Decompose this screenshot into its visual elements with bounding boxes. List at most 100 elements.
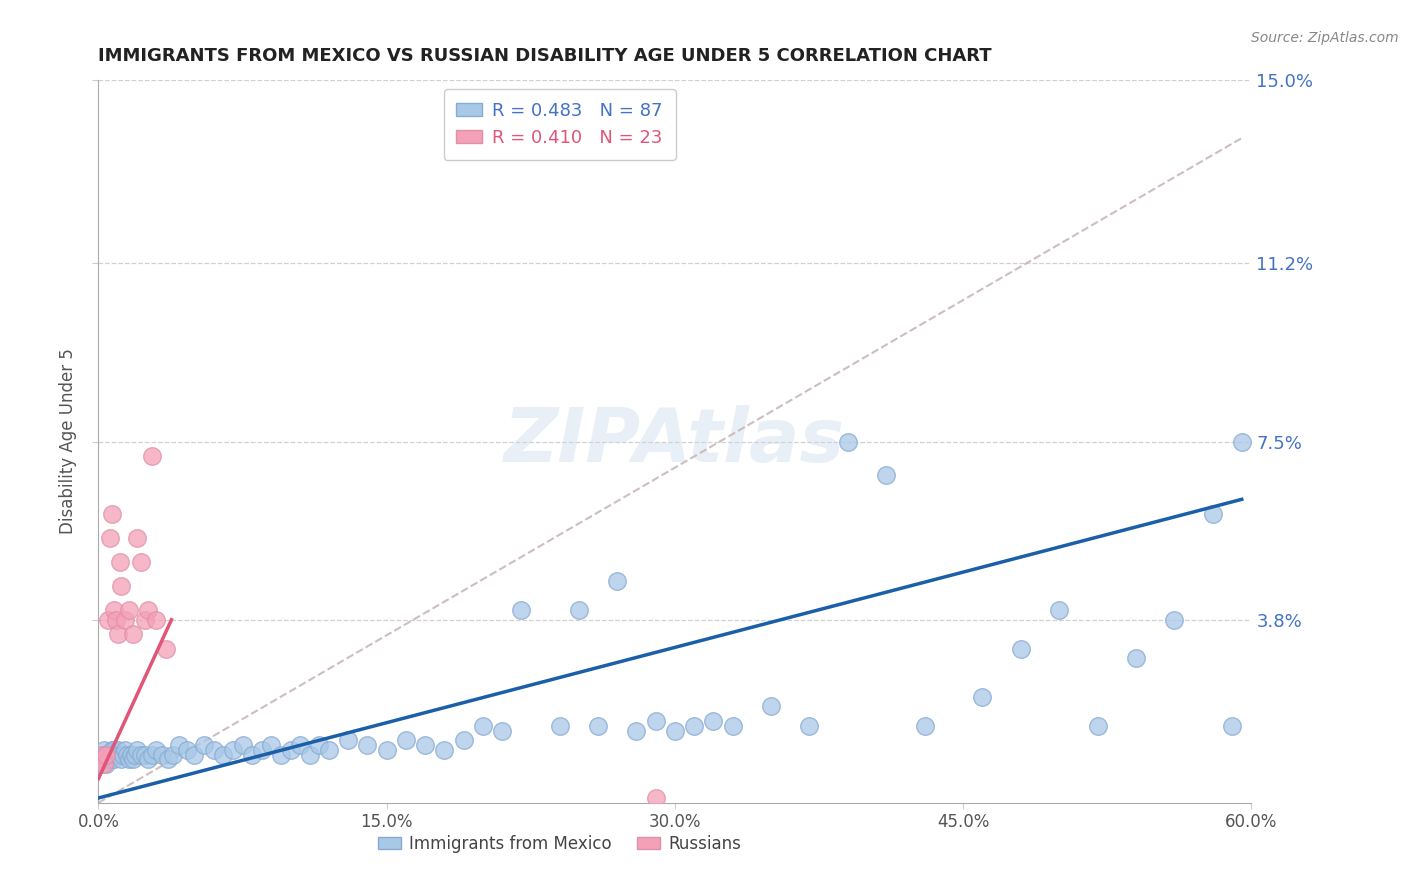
Point bbox=[1202, 507, 1225, 521]
Point bbox=[433, 743, 456, 757]
Point bbox=[193, 738, 215, 752]
Point bbox=[837, 434, 859, 449]
Point bbox=[260, 738, 283, 752]
Point bbox=[141, 747, 163, 762]
Point bbox=[231, 738, 254, 752]
Point bbox=[413, 738, 436, 752]
Point bbox=[114, 743, 136, 757]
Point bbox=[510, 603, 533, 617]
Point bbox=[914, 719, 936, 733]
Point bbox=[1010, 641, 1032, 656]
Point bbox=[721, 719, 744, 733]
Point bbox=[162, 747, 184, 762]
Point bbox=[548, 719, 571, 733]
Point bbox=[103, 752, 125, 766]
Point bbox=[94, 747, 117, 762]
Point bbox=[110, 752, 132, 766]
Point bbox=[124, 747, 146, 762]
Point bbox=[141, 449, 163, 463]
Point bbox=[93, 743, 115, 757]
Point bbox=[212, 747, 235, 762]
Point bbox=[117, 747, 139, 762]
Point bbox=[222, 743, 245, 757]
Point bbox=[107, 743, 129, 757]
Point bbox=[91, 747, 114, 762]
Point bbox=[103, 743, 125, 757]
Point bbox=[568, 603, 591, 617]
Point bbox=[683, 719, 706, 733]
Point bbox=[202, 743, 225, 757]
Point bbox=[145, 613, 167, 627]
Point bbox=[702, 714, 724, 728]
Point bbox=[94, 747, 117, 762]
Point bbox=[101, 747, 124, 762]
Point bbox=[759, 699, 782, 714]
Point bbox=[167, 738, 190, 752]
Point bbox=[129, 747, 152, 762]
Point bbox=[644, 791, 666, 805]
Point bbox=[93, 752, 115, 766]
Point bbox=[97, 747, 120, 762]
Text: Source: ZipAtlas.com: Source: ZipAtlas.com bbox=[1251, 31, 1399, 45]
Point bbox=[145, 743, 167, 757]
Point bbox=[114, 613, 136, 627]
Point bbox=[150, 747, 173, 762]
Point bbox=[1047, 603, 1070, 617]
Point bbox=[586, 719, 609, 733]
Point bbox=[1163, 613, 1185, 627]
Point bbox=[104, 613, 127, 627]
Point bbox=[644, 714, 666, 728]
Point bbox=[471, 719, 494, 733]
Point bbox=[626, 723, 648, 738]
Point bbox=[89, 752, 111, 766]
Point bbox=[491, 723, 513, 738]
Point bbox=[134, 613, 156, 627]
Point bbox=[122, 627, 145, 641]
Point bbox=[91, 747, 114, 762]
Text: IMMIGRANTS FROM MEXICO VS RUSSIAN DISABILITY AGE UNDER 5 CORRELATION CHART: IMMIGRANTS FROM MEXICO VS RUSSIAN DISABI… bbox=[98, 47, 993, 65]
Point bbox=[138, 752, 160, 766]
Point bbox=[129, 555, 152, 569]
Point bbox=[98, 752, 121, 766]
Point bbox=[155, 641, 177, 656]
Point bbox=[1230, 434, 1253, 449]
Point bbox=[606, 574, 628, 589]
Point bbox=[972, 690, 994, 704]
Point bbox=[156, 752, 179, 766]
Point bbox=[91, 757, 114, 772]
Point bbox=[290, 738, 312, 752]
Point bbox=[250, 743, 273, 757]
Point bbox=[101, 743, 124, 757]
Point bbox=[103, 603, 125, 617]
Point bbox=[240, 747, 263, 762]
Point bbox=[134, 747, 156, 762]
Point bbox=[97, 613, 120, 627]
Point bbox=[318, 743, 340, 757]
Y-axis label: Disability Age Under 5: Disability Age Under 5 bbox=[59, 349, 77, 534]
Point bbox=[298, 747, 321, 762]
Point bbox=[112, 747, 135, 762]
Point bbox=[97, 752, 120, 766]
Point bbox=[799, 719, 821, 733]
Point bbox=[270, 747, 292, 762]
Point bbox=[98, 747, 121, 762]
Point bbox=[280, 743, 302, 757]
Point bbox=[1087, 719, 1109, 733]
Point bbox=[107, 747, 129, 762]
Point bbox=[118, 752, 141, 766]
Point bbox=[875, 468, 897, 483]
Point bbox=[337, 733, 360, 747]
Point bbox=[120, 747, 142, 762]
Point bbox=[108, 555, 131, 569]
Legend: Immigrants from Mexico, Russians: Immigrants from Mexico, Russians bbox=[371, 828, 748, 860]
Point bbox=[395, 733, 418, 747]
Point bbox=[110, 579, 132, 593]
Point bbox=[375, 743, 398, 757]
Point bbox=[101, 507, 124, 521]
Point bbox=[94, 757, 117, 772]
Point bbox=[125, 531, 148, 545]
Point bbox=[93, 757, 115, 772]
Point bbox=[98, 531, 121, 545]
Point bbox=[308, 738, 330, 752]
Point bbox=[176, 743, 198, 757]
